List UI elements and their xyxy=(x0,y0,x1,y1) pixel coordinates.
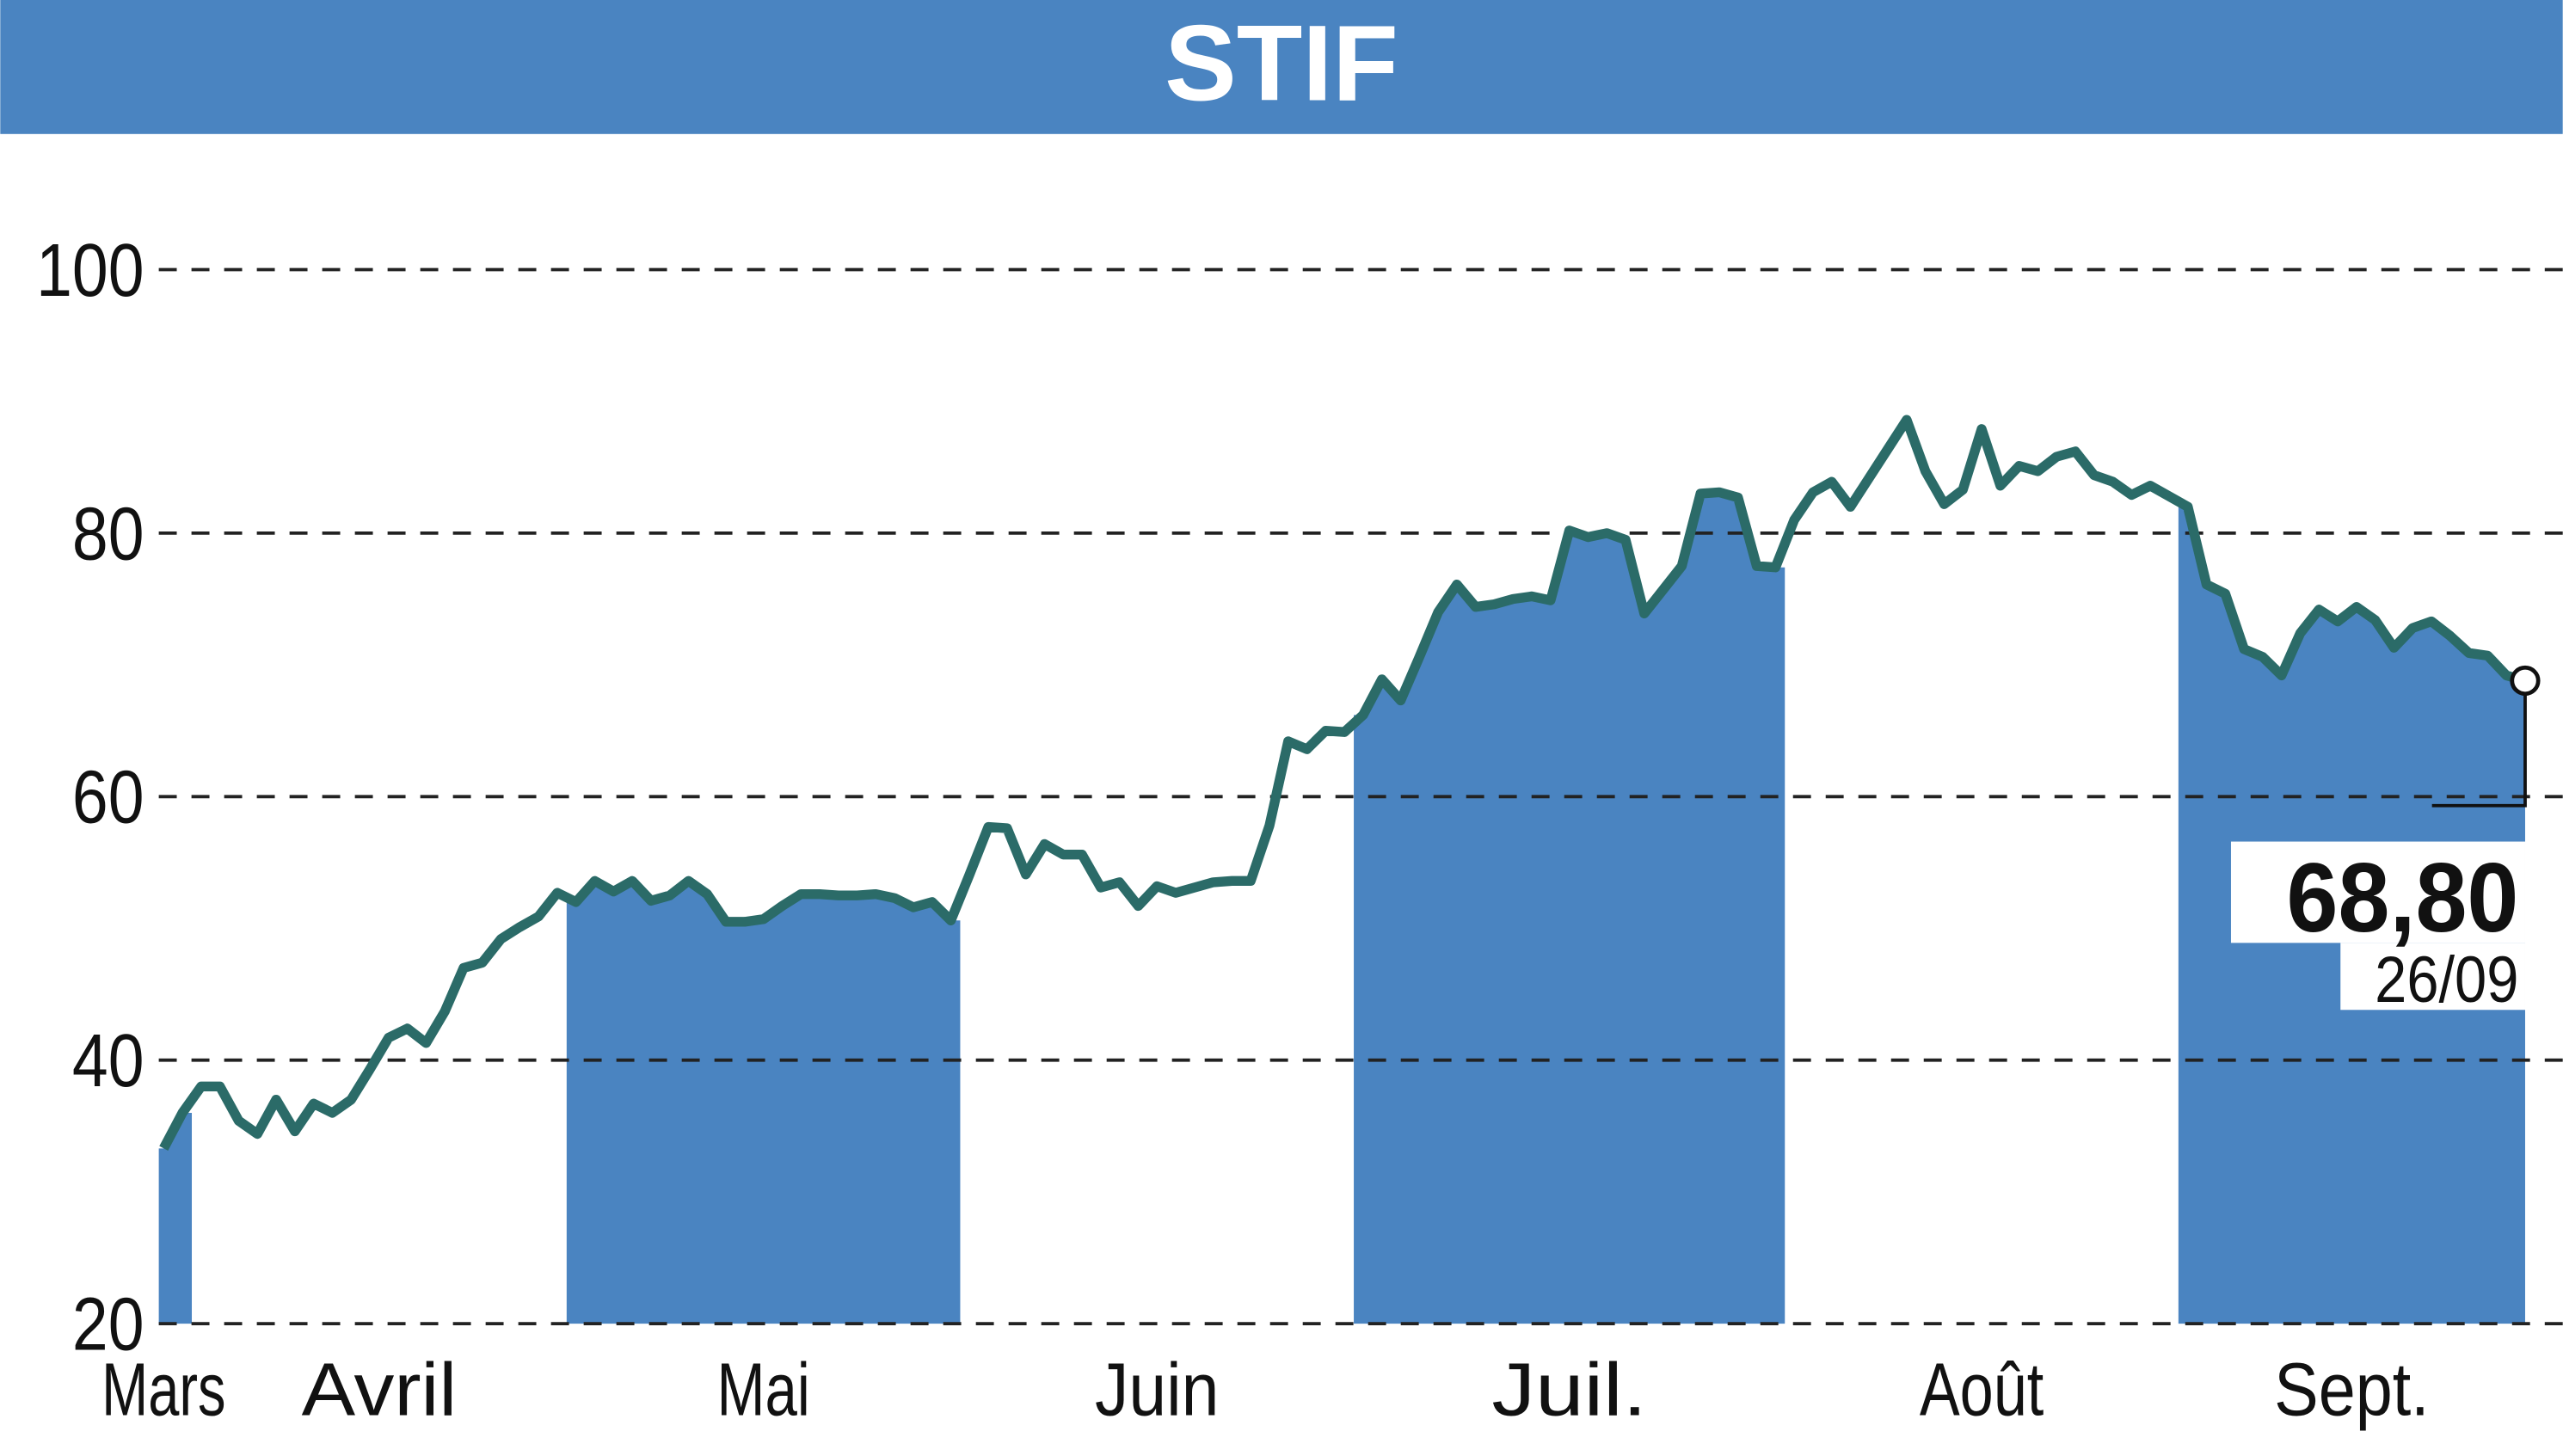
label-box xyxy=(2340,943,2525,1011)
x-tick-label: Juin xyxy=(1095,1347,1219,1431)
x-tick-label: Juil. xyxy=(1491,1347,1647,1431)
month-band xyxy=(158,1112,193,1324)
y-tick-label: 100 xyxy=(36,228,144,312)
label-box xyxy=(2230,841,2525,943)
callout-line xyxy=(2431,680,2527,808)
month-band xyxy=(1354,492,1785,1324)
last-point xyxy=(2510,665,2541,697)
x-tick-label: Avril xyxy=(302,1347,458,1431)
chart-title: STIF xyxy=(1165,3,1398,124)
y-tick-label: 60 xyxy=(72,755,144,839)
title-bar xyxy=(0,0,2563,134)
x-tick-label: Sept. xyxy=(2274,1347,2430,1431)
y-tick-label: 80 xyxy=(72,491,144,575)
x-tick-label: Mars xyxy=(101,1347,225,1431)
last-date: 26/09 xyxy=(2375,943,2518,1017)
month-band xyxy=(566,881,961,1324)
y-tick-label: 40 xyxy=(72,1018,144,1103)
last-value: 68,80 xyxy=(2287,844,2519,953)
price-line xyxy=(159,415,2527,1151)
x-tick-label: Août xyxy=(1920,1347,2044,1431)
y-tick-label: 20 xyxy=(72,1281,144,1366)
x-tick-label: Mai xyxy=(716,1347,809,1431)
